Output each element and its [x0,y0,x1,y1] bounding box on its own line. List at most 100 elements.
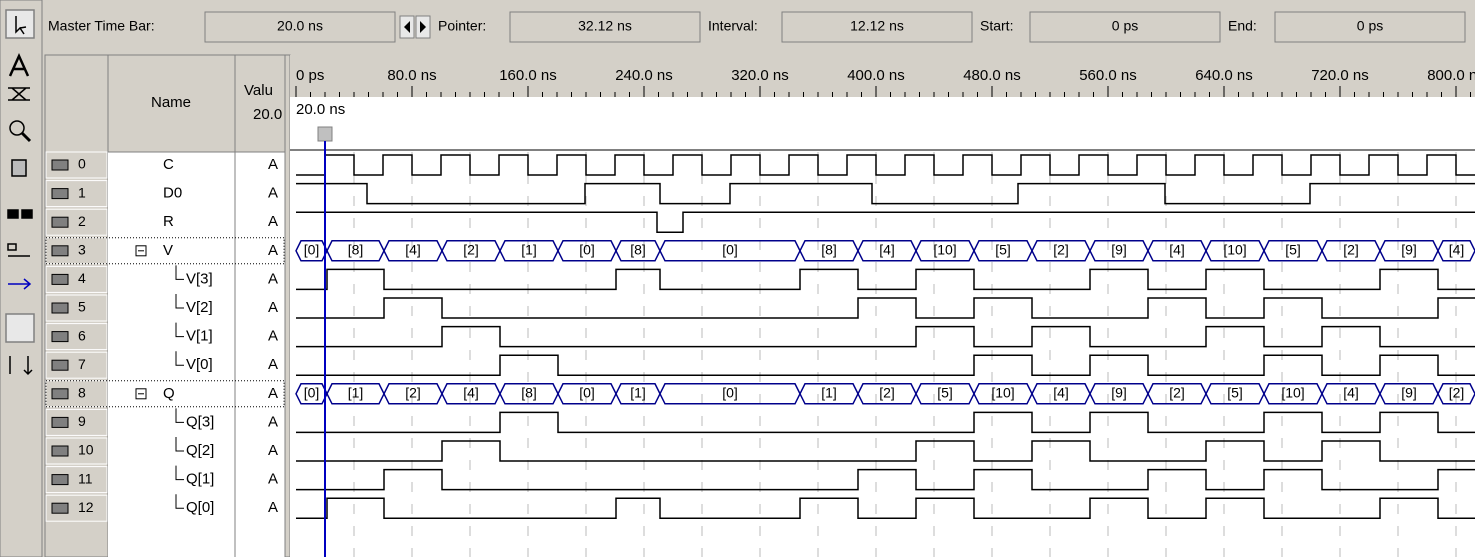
pointer-field[interactable] [509,11,701,43]
bus-value: [4] [1169,242,1185,258]
end-label: End: [1228,18,1257,34]
bus-value: [8] [348,242,364,258]
value-header-time: 20.0 [253,106,282,123]
bus-value: [2] [1343,242,1359,258]
signal-icon [51,474,69,486]
ruler-label: 240.0 ns [615,67,673,84]
sort-tool[interactable] [9,356,33,376]
signal-index: 5 [78,299,86,315]
bus-value: [2] [1169,385,1185,401]
bus-value: [10] [933,242,956,258]
bus-value: [5] [937,385,953,401]
signal-row[interactable]: 10 Q[2] A [45,437,1475,465]
waveform [296,411,1475,434]
ruler-label: 480.0 ns [963,67,1021,84]
waveform [296,182,1475,205]
signal-name: V [163,242,173,259]
master-time-bar-value: 20.0 ns [277,18,323,34]
start-field[interactable] [1029,11,1221,43]
ruler-label: 400.0 ns [847,67,905,84]
signal-row[interactable]: 6 V[1] A [45,322,1475,351]
copy-tool[interactable] [11,159,27,177]
bus-value: [9] [1111,242,1127,258]
arrow-icon [15,16,27,35]
text-tool[interactable] [8,52,30,77]
bus-value: [0] [722,385,738,401]
bus-value: [4] [879,242,895,258]
tree-line [175,294,184,309]
pointer-label: Pointer: [438,18,486,34]
signal-row[interactable]: 7 V[0] A [45,351,1475,379]
bus-value: [1] [521,242,537,258]
bus-value: [1] [821,385,837,401]
select-tool[interactable] [5,9,35,39]
signal-row[interactable]: 1 D0 A [45,180,1475,208]
signal-row[interactable]: 5 V[2] A [45,294,1475,322]
signal-row[interactable]: 11 Q[1] A [45,465,1475,494]
bus-value: [2] [1449,385,1465,401]
toolbar: Master Time Bar: 20.0 ns Pointer: 32.12 … [48,11,1466,43]
signal-value: A [268,242,278,259]
waveform [296,268,1475,291]
ruler-label: 160.0 ns [499,67,557,84]
signal-icon [51,331,69,343]
ruler-label: 800.0 ns [1427,67,1475,84]
signal-icon [51,416,69,428]
bus-value: [0] [304,385,320,401]
signal-value: A [268,385,278,402]
signal-icon [51,388,69,400]
next-transition-tool[interactable] [8,278,32,290]
signal-row[interactable]: 4 V[3] A [45,265,1475,293]
tree-line [175,437,184,452]
tree-line [175,351,184,366]
time-bar-handle[interactable] [317,126,333,142]
start-label: Start: [980,18,1013,34]
bus-value: [4] [405,242,421,258]
signal-icon [51,188,69,200]
signal-icon [51,273,69,285]
splitter[interactable] [284,54,291,557]
signal-index: 6 [78,327,86,343]
group-tool[interactable] [5,313,35,343]
signal-name: C [163,156,174,173]
signal-row[interactable]: 9 Q[3] A [45,408,1475,436]
interval-value: 12.12 ns [850,18,904,34]
waveform [296,297,1475,319]
signal-row[interactable]: 3 V A [0] [8] [4] [2] [1] [0] [8] [0] [8] [4] [10] [5]… [45,237,1475,265]
tree-line [175,408,184,423]
signal-rows: 0 C A 1 D0 A 2 R A 3 V A [0] [8] [4] [2] [1] [0] [8] [0] [8]… [45,151,1475,522]
bus-value: [4] [1343,385,1359,401]
signal-icon [51,216,69,228]
bus-value: [10] [1281,385,1304,401]
interval-label: Interval: [708,18,758,34]
signal-index: 2 [78,213,86,229]
signal-icon [51,359,69,371]
signal-index: 1 [78,184,86,200]
end-field[interactable] [1274,11,1466,43]
signal-index: 9 [78,413,86,429]
signal-index: 8 [78,385,86,401]
signal-value: A [268,185,278,202]
prev-arrow [404,21,410,33]
find-tool[interactable] [7,209,33,219]
find-next-tool[interactable] [7,243,30,257]
signal-name: V[0] [186,356,213,373]
bus-value: [8] [521,385,537,401]
waveform [296,468,1475,491]
signal-index: 10 [78,442,94,458]
signal-row[interactable]: 2 R A [45,208,1475,236]
master-time-bar-label: Master Time Bar: [48,18,155,34]
bus-value: [8] [630,242,646,258]
signal-row[interactable]: 0 C A [45,151,1475,179]
bus-value: [8] [821,242,837,258]
signal-row[interactable]: 12 Q[0] A [45,494,1475,522]
signal-index: 12 [78,499,94,515]
master-time-bar-field[interactable] [204,11,396,43]
signal-name: V[1] [186,328,213,345]
signal-row[interactable]: 8 Q A [0] [1] [2] [4] [8] [0] [1] [0] [1] [2] [5] [10]… [45,380,1475,408]
waveform-tool[interactable] [8,87,30,101]
zoom-tool[interactable] [9,120,25,136]
interval-field[interactable] [781,11,973,43]
bus-value: [2] [879,385,895,401]
